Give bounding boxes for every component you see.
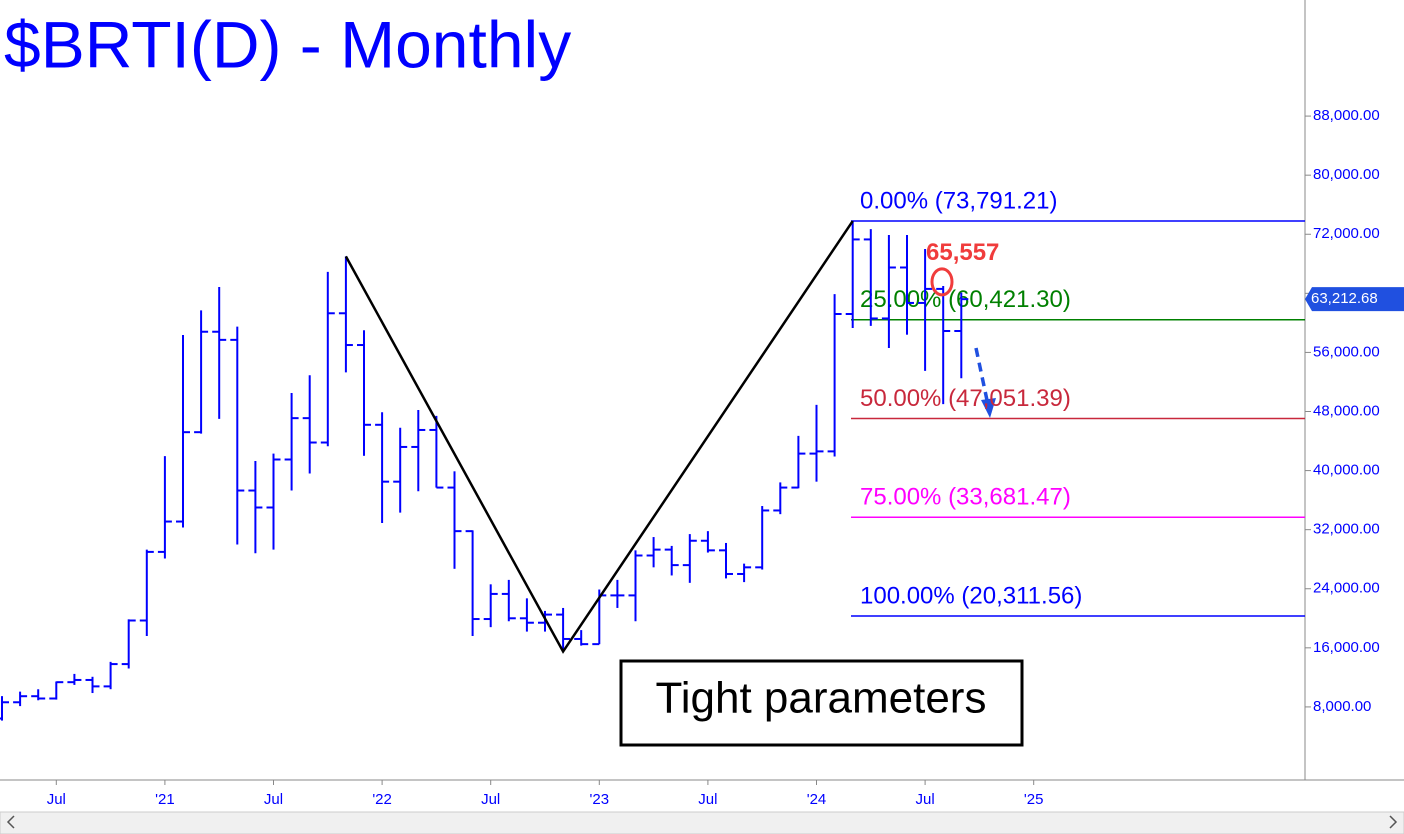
x-tick-label: '25 bbox=[1024, 791, 1044, 808]
zigzag bbox=[344, 220, 854, 654]
y-tick-label: 24,000.00 bbox=[1313, 580, 1380, 597]
x-tick-label: Jul bbox=[916, 791, 935, 808]
x-tick-label: Jul bbox=[481, 791, 500, 808]
note: Tight parameters bbox=[656, 674, 987, 723]
y-tick-label: 72,000.00 bbox=[1313, 225, 1380, 242]
y-tick-label: 40,000.00 bbox=[1313, 462, 1380, 479]
x-tick-label: '24 bbox=[807, 791, 827, 808]
y-tick-label: 48,000.00 bbox=[1313, 402, 1380, 419]
chart-title: $BRTI(D) - Monthly bbox=[4, 7, 571, 81]
y-tick-label: 16,000.00 bbox=[1313, 639, 1380, 656]
last-price-label: 63,212.68 bbox=[1311, 290, 1378, 307]
scroll-right[interactable] bbox=[1389, 815, 1398, 829]
scroll-left[interactable] bbox=[6, 815, 15, 829]
arrow bbox=[974, 347, 990, 406]
annotation-marker bbox=[930, 267, 954, 297]
level-label: 50.00% (47,051.39) bbox=[860, 385, 1071, 412]
note-box bbox=[619, 659, 1024, 747]
y-tick-label: 80,000.00 bbox=[1313, 166, 1380, 183]
level-label: 100.00% (20,311.56) bbox=[860, 582, 1082, 609]
x-tick-label: Jul bbox=[47, 791, 66, 808]
x-tick-label: '21 bbox=[155, 791, 175, 808]
annotation-label: 65,557 bbox=[926, 239, 999, 266]
x-tick-label: '23 bbox=[590, 791, 610, 808]
scrollbar[interactable] bbox=[0, 811, 1404, 834]
last-price-box bbox=[1305, 287, 1404, 312]
level-label: 0.00% (73,791.21) bbox=[860, 187, 1057, 214]
x-tick-label: '22 bbox=[372, 791, 392, 808]
y-tick-label: 8,000.00 bbox=[1313, 698, 1371, 715]
y-tick-label: 88,000.00 bbox=[1313, 107, 1380, 124]
arrow-head bbox=[981, 398, 996, 418]
x-tick-label: Jul bbox=[698, 791, 717, 808]
level-label: 75.00% (33,681.47) bbox=[860, 484, 1071, 511]
y-tick-label: 32,000.00 bbox=[1313, 521, 1380, 538]
y-tick-label: 56,000.00 bbox=[1313, 343, 1380, 360]
x-tick-label: Jul bbox=[264, 791, 283, 808]
